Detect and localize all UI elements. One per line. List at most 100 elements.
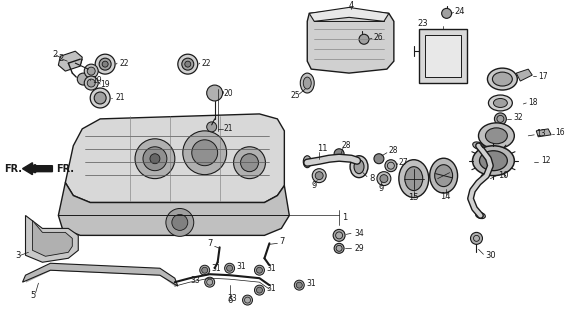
Ellipse shape [350,156,368,178]
Circle shape [226,265,233,271]
Circle shape [315,172,323,180]
Circle shape [150,154,160,164]
Circle shape [256,267,263,273]
Text: 13: 13 [536,129,546,138]
Polygon shape [419,29,466,83]
Circle shape [178,54,198,74]
Circle shape [200,265,209,275]
Text: 34: 34 [354,229,364,238]
Polygon shape [66,55,82,69]
Polygon shape [536,129,551,137]
Ellipse shape [478,123,514,149]
Text: 21: 21 [224,124,233,133]
Text: 7: 7 [280,237,285,246]
Circle shape [256,287,263,293]
Circle shape [183,131,226,175]
Circle shape [84,64,98,78]
Text: 24: 24 [454,7,465,16]
Circle shape [95,54,115,74]
Text: 28: 28 [389,146,398,155]
Circle shape [102,61,108,67]
Circle shape [135,139,175,179]
Circle shape [78,73,89,85]
Circle shape [207,122,217,132]
Circle shape [84,76,98,90]
Ellipse shape [486,128,507,144]
Circle shape [143,147,167,171]
Circle shape [241,154,259,172]
Circle shape [312,169,326,183]
Circle shape [166,209,194,236]
Circle shape [470,232,482,244]
Text: 6: 6 [227,296,232,305]
Text: 30: 30 [486,251,496,260]
Circle shape [385,160,397,172]
Ellipse shape [479,151,507,171]
Ellipse shape [354,160,364,174]
Polygon shape [58,183,289,236]
Circle shape [87,67,95,75]
Polygon shape [23,263,178,286]
Text: 21: 21 [115,93,125,102]
Ellipse shape [488,95,512,111]
Circle shape [334,243,344,253]
Circle shape [441,8,452,18]
Text: 3: 3 [15,251,21,260]
Polygon shape [65,114,284,203]
Circle shape [99,58,111,70]
Text: 8: 8 [369,174,374,183]
Ellipse shape [303,77,311,89]
Ellipse shape [303,156,311,168]
Polygon shape [307,9,394,73]
Text: 12: 12 [541,156,551,165]
Text: 19: 19 [92,76,102,84]
Text: 9: 9 [378,184,384,193]
Text: 26: 26 [374,33,384,42]
Text: 31: 31 [306,279,316,288]
Ellipse shape [473,142,484,150]
Circle shape [243,295,252,305]
Polygon shape [424,35,461,77]
Text: 22: 22 [119,59,128,68]
Ellipse shape [473,146,514,176]
Text: 31: 31 [267,264,276,273]
Circle shape [255,265,264,275]
Text: 25: 25 [290,92,300,100]
Text: FR.: FR. [57,164,74,174]
Text: 27: 27 [399,158,409,167]
Text: 32: 32 [513,113,523,123]
Circle shape [334,149,344,159]
Circle shape [94,92,106,104]
Circle shape [225,263,234,273]
Text: 2: 2 [53,50,58,59]
Circle shape [182,58,194,70]
Text: 17: 17 [538,72,548,81]
Circle shape [380,175,388,183]
FancyArrow shape [23,163,53,175]
Text: 23: 23 [417,19,428,28]
Text: 2: 2 [58,54,63,63]
Ellipse shape [492,72,512,86]
Text: 33: 33 [228,293,238,303]
Text: 11: 11 [317,144,328,153]
Text: 19: 19 [100,80,110,89]
Circle shape [192,140,218,166]
Ellipse shape [475,212,486,219]
Circle shape [359,34,369,44]
Circle shape [90,88,110,108]
Text: 10: 10 [499,171,509,180]
Ellipse shape [494,99,507,108]
Circle shape [495,113,507,125]
Text: 14: 14 [440,192,451,201]
Ellipse shape [399,160,428,197]
Text: 31: 31 [267,284,276,293]
Polygon shape [309,7,389,21]
Text: 7: 7 [207,239,212,248]
Circle shape [377,172,391,186]
Circle shape [205,277,215,287]
Circle shape [234,147,265,179]
Circle shape [87,79,95,87]
Circle shape [201,267,208,273]
Text: 16: 16 [555,128,565,137]
Ellipse shape [405,167,423,191]
